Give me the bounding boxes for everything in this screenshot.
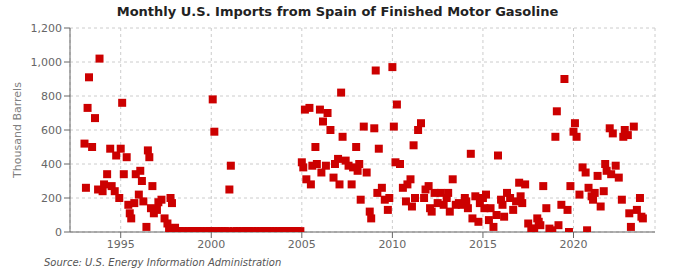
svg-text:0: 0 (55, 226, 62, 239)
svg-text:800: 800 (41, 90, 62, 103)
svg-text:1,000: 1,000 (31, 56, 63, 69)
svg-text:2015: 2015 (469, 238, 497, 251)
svg-text:400: 400 (41, 158, 62, 171)
svg-text:1,200: 1,200 (31, 22, 63, 35)
svg-text:2010: 2010 (378, 238, 406, 251)
svg-text:2020: 2020 (559, 238, 587, 251)
html-text:Source: U.S. Energy Informatio: Source: U.S. Energy Information Administ… (44, 257, 282, 268)
svg-text:1995: 1995 (107, 238, 135, 251)
svg-text:Thousand Barrels: Thousand Barrels (11, 82, 24, 179)
html-text:Monthly U.S. Imports from Spai: Monthly U.S. Imports from Spain of Finis… (116, 4, 559, 19)
svg-text:200: 200 (41, 192, 62, 205)
svg-text:2005: 2005 (288, 238, 316, 251)
svg-text:2000: 2000 (197, 238, 225, 251)
svg-text:600: 600 (41, 124, 62, 137)
